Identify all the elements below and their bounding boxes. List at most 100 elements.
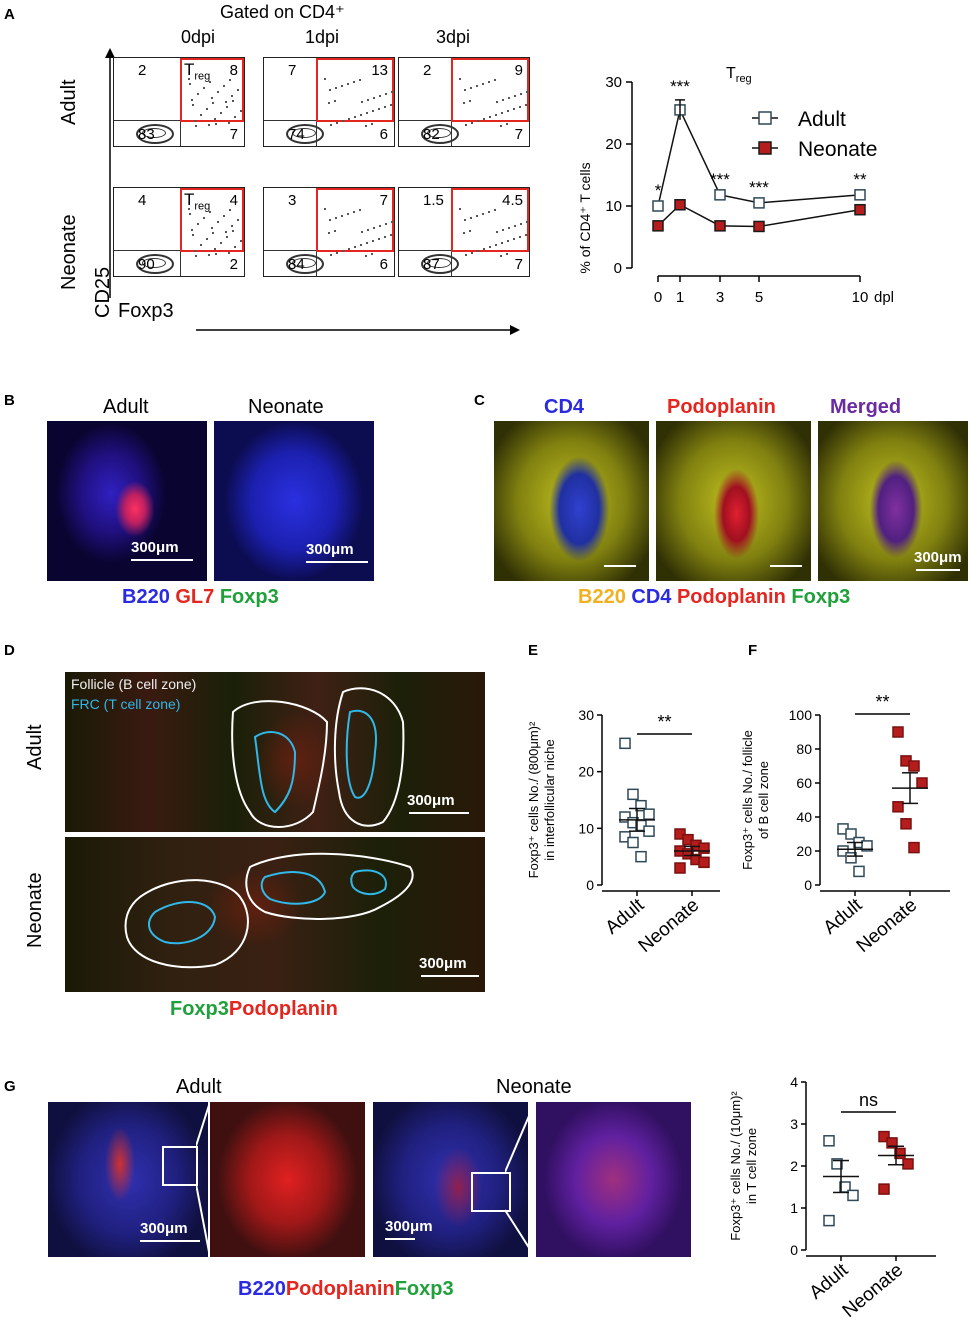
event-dot [189,213,191,215]
x-tick-label: 5 [755,289,763,306]
event-dot [347,83,349,85]
y-tick-label: 10 [578,820,594,836]
event-dot [520,93,522,95]
y-tick-label: 2 [790,1158,798,1174]
data-point-neonate [674,199,686,211]
legend-marker [758,141,772,155]
event-dot [354,246,356,248]
panel-label-e: E [528,642,539,659]
x-tick-label-neonate: Neonate [635,895,704,957]
event-dot [494,79,496,81]
quadrant-value-ll: 90 [138,256,155,273]
event-dot [525,234,527,236]
event-dot [365,125,367,127]
event-dot [465,254,467,256]
y-axis-label: in interfollicular niche [542,739,557,860]
event-dot [371,253,373,255]
row-label-adult: Adult [58,79,80,125]
quadrant-value-ur: 9 [514,62,523,79]
event-dot [471,252,473,254]
event-dot [390,234,392,236]
event-dot [194,120,196,122]
event-dot [366,242,368,244]
quadrant-line-v [180,250,181,276]
y-tick-label: 0 [586,877,594,893]
event-dot [483,118,485,120]
timepoint-1dpi: 1dpi [305,27,340,47]
event-dot [208,124,210,126]
event-dot [226,106,228,108]
y-tick-label: 0 [614,260,622,277]
scale-label: 300μm [131,539,179,556]
data-point-neonate [900,818,912,830]
event-dot [373,227,375,229]
c-title-merged: Merged [830,396,902,418]
event-dot [372,110,374,112]
quadrant-value-lr: 2 [229,256,238,273]
scale-label: 300μm [914,549,962,566]
y-tick-label: 20 [605,136,622,153]
panel-label-b: B [4,392,15,409]
timepoint-0dpi: 0dpi [181,27,216,47]
scale-label: 300μm [306,541,354,558]
event-dot [234,246,236,248]
event-dot [385,223,387,225]
event-dot [367,99,369,101]
c-merged-image: 300μm [818,421,968,581]
data-point-adult [854,189,866,201]
y-tick-label: 10 [605,198,622,215]
treg-gate [451,188,529,252]
event-dot [483,248,485,250]
event-dot [465,124,467,126]
event-dot [191,99,193,101]
event-dot [220,112,222,114]
event-dot [513,108,515,110]
timepoint-3dpi: 3dpi [436,27,471,47]
event-dot [240,240,242,242]
y-tick-label: 30 [605,74,622,91]
g-neonate-zoom-lines [505,1102,536,1257]
event-dot [500,255,502,257]
quadrant-value-lr: 7 [514,256,523,273]
data-point-adult [652,200,664,212]
y-tick-label: 60 [796,775,812,791]
c-cd4-image [494,421,649,581]
g-adult-zoom-lines [196,1102,211,1257]
data-point-adult [753,197,765,209]
event-dot [501,242,503,244]
scale-bar [131,559,193,561]
chart-title-sub: reg [736,73,752,85]
event-dot [336,252,338,254]
quadrant-value-ur: 4.5 [502,192,523,209]
event-dot [495,114,497,116]
event-dot [367,229,369,231]
data-point-neonate [892,726,904,738]
event-dot [482,213,484,215]
data-point-adult [635,799,647,812]
event-dot [209,211,211,213]
data-point-neonate [652,220,664,232]
contour-population [136,124,174,144]
c-title-cd4: CD4 [544,396,585,418]
event-dot [378,108,380,110]
event-dot [341,215,343,217]
quadrant-line-v [180,120,181,146]
event-dot [335,217,337,219]
y-tick-label: 1 [790,1200,798,1216]
quadrant-line-h [114,120,244,121]
quadrant-line-h [114,250,244,251]
event-dot [519,236,521,238]
c-title-podoplanin: Podoplanin [667,396,776,418]
event-dot [514,225,516,227]
quadrant-value-ll: 82 [423,126,440,143]
event-dot [228,252,230,254]
quadrant-value-ll: 83 [138,126,155,143]
y-tick-label: 3 [790,1116,798,1132]
quadrant-value-ul: 2 [138,62,147,79]
y-tick-label: 0 [804,877,812,893]
event-dot [514,95,516,97]
x-tick-label-adult: Adult [806,1259,853,1303]
scale-bar [409,812,469,814]
stain-foxp3: Foxp3 [170,998,229,1020]
quadrant-value-ur: 7 [379,192,388,209]
